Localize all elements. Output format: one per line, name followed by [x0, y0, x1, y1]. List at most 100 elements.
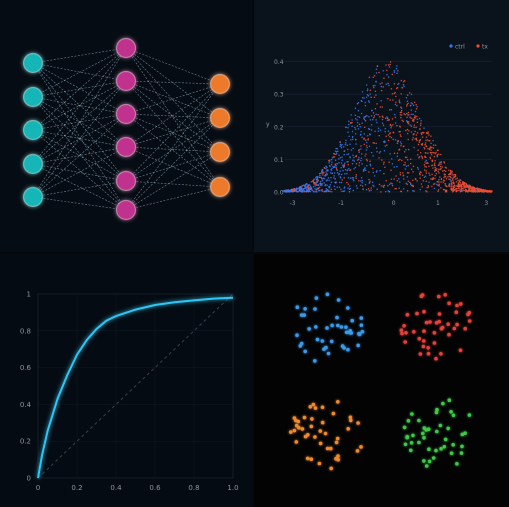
legend-label-tx: tx — [482, 44, 488, 51]
point-tx — [440, 178, 443, 181]
point-ctrl — [319, 184, 322, 187]
point-ctrl — [341, 156, 343, 159]
point-ctrl — [379, 83, 381, 85]
point-tx — [459, 190, 462, 193]
point-tx — [463, 189, 465, 192]
point-ctrl — [386, 119, 389, 122]
point-tx — [333, 156, 336, 158]
network-edge — [32, 47, 127, 198]
point-ctrl — [304, 185, 306, 188]
point-tx — [358, 123, 361, 126]
point-ctrl — [368, 115, 370, 118]
network-node — [209, 107, 231, 129]
point-ctrl — [378, 152, 381, 154]
point-tx — [396, 86, 399, 89]
point-tx — [449, 169, 452, 172]
point-ctrl — [307, 184, 310, 187]
point-tx — [399, 174, 402, 176]
point-ctrl — [384, 141, 386, 143]
point-tx — [343, 177, 345, 179]
point-tx — [394, 116, 397, 118]
cluster-point — [409, 448, 413, 453]
point-tx — [491, 190, 493, 192]
point-tx — [386, 69, 388, 72]
network-edge — [32, 62, 127, 148]
point-tx — [389, 132, 391, 134]
point-tx — [378, 134, 380, 137]
point-ctrl — [412, 189, 414, 192]
point-ctrl — [375, 171, 378, 173]
point-ctrl — [334, 166, 336, 169]
point-ctrl — [321, 169, 323, 171]
point-tx — [444, 166, 447, 168]
point-tx — [369, 89, 372, 91]
x-tick-label: 0 — [36, 484, 40, 492]
point-ctrl — [361, 96, 364, 99]
point-ctrl — [365, 149, 368, 151]
cluster-point — [359, 323, 364, 327]
point-tx — [439, 165, 442, 168]
point-tx — [369, 180, 371, 183]
point-tx — [421, 136, 424, 138]
network-edges — [32, 47, 221, 211]
point-tx — [420, 183, 423, 185]
point-tx — [425, 172, 428, 174]
cluster-point — [409, 441, 414, 445]
point-ctrl — [366, 94, 369, 96]
cluster-point — [315, 337, 320, 342]
point-tx — [444, 182, 446, 185]
point-tx — [425, 156, 427, 158]
point-tx — [419, 124, 422, 127]
point-tx — [370, 187, 373, 189]
density-axes: 0.0 0.1 0.2 0.3 0.4 -3 -1 0 1 3 — [274, 59, 488, 207]
point-ctrl — [357, 128, 360, 130]
cluster-point — [300, 427, 305, 431]
network-edge — [32, 96, 127, 211]
point-ctrl — [370, 123, 373, 126]
cluster-point — [303, 349, 307, 354]
point-tx — [398, 131, 400, 133]
cluster-point — [443, 293, 447, 297]
cluster-point — [329, 446, 333, 451]
point-ctrl — [330, 169, 333, 171]
point-ctrl — [348, 120, 350, 122]
point-ctrl — [354, 133, 357, 135]
point-ctrl — [321, 184, 323, 187]
point-ctrl — [372, 184, 374, 187]
point-tx — [361, 153, 363, 155]
point-tx — [416, 131, 419, 134]
point-ctrl — [450, 176, 452, 179]
point-tx — [431, 164, 433, 167]
point-tx — [425, 152, 427, 154]
point-ctrl — [423, 127, 425, 129]
point-tx — [451, 191, 454, 193]
point-ctrl — [396, 155, 399, 157]
point-tx — [399, 111, 402, 114]
point-ctrl — [483, 191, 485, 193]
cluster-point — [460, 444, 464, 449]
point-ctrl — [412, 104, 415, 106]
point-tx — [364, 120, 367, 122]
point-tx — [426, 186, 428, 189]
point-ctrl — [302, 190, 304, 193]
point-ctrl — [459, 179, 461, 181]
point-tx — [399, 126, 401, 128]
point-tx — [407, 102, 409, 105]
point-ctrl — [358, 151, 360, 154]
point-tx — [454, 174, 457, 176]
point-ctrl — [417, 168, 420, 170]
point-tx — [424, 165, 426, 168]
network-node — [115, 136, 137, 158]
point-ctrl — [325, 165, 327, 167]
point-tx — [456, 185, 459, 188]
cluster-point — [336, 454, 340, 458]
point-tx — [438, 184, 440, 187]
point-ctrl — [409, 105, 412, 107]
point-tx — [452, 181, 455, 183]
point-tx — [457, 179, 459, 182]
point-tx — [455, 189, 458, 192]
cluster-point — [403, 340, 407, 344]
point-tx — [356, 103, 359, 105]
cluster-point — [335, 315, 339, 320]
point-ctrl — [312, 186, 315, 188]
